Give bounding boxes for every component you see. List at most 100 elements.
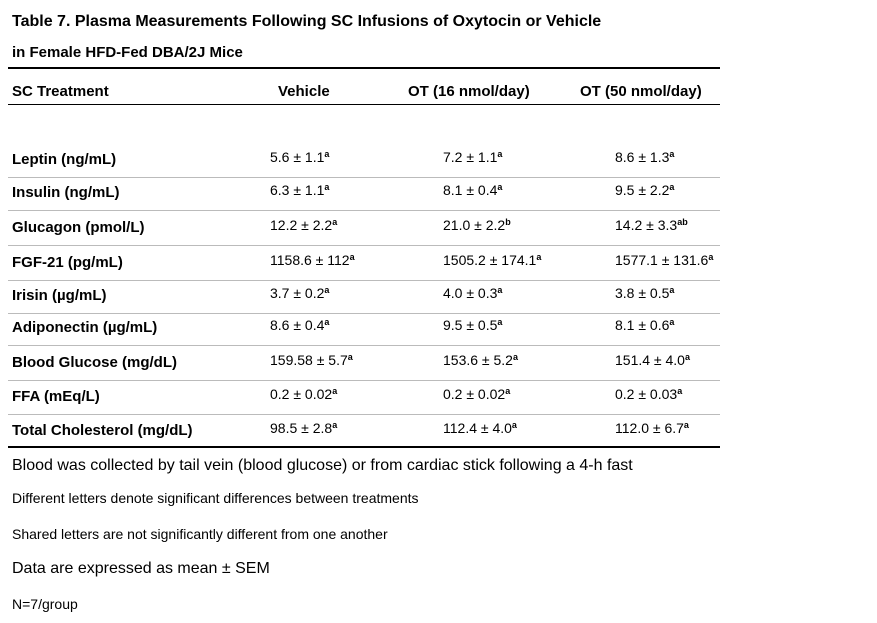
significance-letter: b bbox=[505, 217, 511, 227]
cell-value: 14.2 ± 3.3 bbox=[615, 217, 678, 233]
cell: 8.6 ± 1.3a bbox=[615, 149, 674, 165]
cell-value: 8.1 ± 0.4 bbox=[443, 182, 498, 198]
significance-letter: a bbox=[536, 252, 542, 262]
cell: 3.8 ± 0.5a bbox=[615, 285, 674, 301]
cell-value: 8.6 ± 1.3 bbox=[615, 149, 670, 165]
column-header: OT (16 nmol/day) bbox=[408, 83, 530, 100]
cell: 1577.1 ± 131.6a bbox=[615, 252, 713, 268]
significance-letter: a bbox=[497, 285, 503, 295]
footnote: N=7/group bbox=[12, 596, 78, 612]
cell: 1505.2 ± 174.1a bbox=[443, 252, 541, 268]
cell: 153.6 ± 5.2a bbox=[443, 352, 518, 368]
cell-value: 9.5 ± 2.2 bbox=[615, 182, 670, 198]
significance-letter: a bbox=[324, 317, 330, 327]
cell-value: 21.0 ± 2.2 bbox=[443, 217, 506, 233]
row-label: FFA (mEq/L) bbox=[12, 388, 100, 405]
table-title-line-1: Table 7. Plasma Measurements Following S… bbox=[12, 13, 602, 30]
cell-value: 1577.1 ± 131.6 bbox=[615, 252, 709, 268]
row-divider bbox=[8, 280, 720, 281]
row-label: Adiponectin (µg/mL) bbox=[12, 319, 158, 336]
cell: 3.7 ± 0.2a bbox=[270, 285, 329, 301]
cell: 5.6 ± 1.1a bbox=[270, 149, 329, 165]
cell: 8.1 ± 0.6a bbox=[615, 317, 674, 333]
cell-value: 153.6 ± 5.2 bbox=[443, 352, 513, 368]
cell: 151.4 ± 4.0a bbox=[615, 352, 690, 368]
column-header: OT (50 nmol/day) bbox=[580, 83, 702, 100]
significance-letter: a bbox=[332, 386, 338, 396]
cell: 4.0 ± 0.3a bbox=[443, 285, 502, 301]
cell: 159.58 ± 5.7a bbox=[270, 352, 353, 368]
significance-letter: a bbox=[497, 149, 503, 159]
cell-value: 112.0 ± 6.7 bbox=[615, 420, 684, 436]
cell-value: 0.2 ± 0.03 bbox=[615, 386, 678, 402]
significance-letter: a bbox=[669, 149, 675, 159]
cell-value: 1158.6 ± 112 bbox=[270, 252, 350, 268]
cell-value: 1505.2 ± 174.1 bbox=[443, 252, 537, 268]
cell: 8.6 ± 0.4a bbox=[270, 317, 329, 333]
significance-letter: a bbox=[324, 182, 330, 192]
significance-letter: a bbox=[505, 386, 511, 396]
significance-letter: a bbox=[669, 182, 675, 192]
significance-letter: ab bbox=[677, 217, 688, 227]
cell: 112.0 ± 6.7a bbox=[615, 420, 689, 436]
row-label: Leptin (ng/mL) bbox=[12, 151, 117, 168]
cell: 112.4 ± 4.0a bbox=[443, 420, 517, 436]
significance-letter: a bbox=[497, 182, 503, 192]
significance-letter: a bbox=[332, 420, 338, 430]
row-divider bbox=[8, 245, 720, 246]
row-divider bbox=[8, 313, 720, 314]
row-divider bbox=[8, 380, 720, 381]
significance-letter: a bbox=[324, 285, 330, 295]
cell-value: 159.58 ± 5.7 bbox=[270, 352, 348, 368]
row-label: Insulin (ng/mL) bbox=[12, 184, 120, 201]
significance-letter: a bbox=[349, 252, 355, 262]
row-divider bbox=[8, 345, 720, 346]
cell: 8.1 ± 0.4a bbox=[443, 182, 502, 198]
cell: 0.2 ± 0.02a bbox=[270, 386, 337, 402]
cell-value: 6.3 ± 1.1 bbox=[270, 182, 325, 198]
significance-letter: a bbox=[683, 420, 689, 430]
cell-value: 12.2 ± 2.2 bbox=[270, 217, 333, 233]
significance-letter: a bbox=[497, 317, 503, 327]
rule bbox=[8, 67, 720, 69]
row-label: FGF-21 (pg/mL) bbox=[12, 254, 123, 271]
rule bbox=[8, 446, 720, 448]
footnote: Data are expressed as mean ± SEM bbox=[12, 560, 270, 577]
footnote: Shared letters are not significantly dif… bbox=[12, 526, 388, 542]
significance-letter: a bbox=[677, 386, 683, 396]
cell-value: 5.6 ± 1.1 bbox=[270, 149, 325, 165]
significance-letter: a bbox=[324, 149, 330, 159]
significance-letter: a bbox=[332, 217, 338, 227]
cell-value: 8.1 ± 0.6 bbox=[615, 317, 670, 333]
significance-letter: a bbox=[708, 252, 714, 262]
cell: 0.2 ± 0.02a bbox=[443, 386, 510, 402]
significance-letter: a bbox=[684, 352, 690, 362]
cell: 12.2 ± 2.2a bbox=[270, 217, 337, 233]
row-label: Irisin (µg/mL) bbox=[12, 287, 107, 304]
row-label: Glucagon (pmol/L) bbox=[12, 219, 145, 236]
cell-value: 4.0 ± 0.3 bbox=[443, 285, 498, 301]
cell: 98.5 ± 2.8a bbox=[270, 420, 337, 436]
cell: 9.5 ± 0.5a bbox=[443, 317, 502, 333]
cell: 6.3 ± 1.1a bbox=[270, 182, 329, 198]
cell: 14.2 ± 3.3ab bbox=[615, 217, 688, 233]
row-divider bbox=[8, 414, 720, 415]
cell-value: 112.4 ± 4.0 bbox=[443, 420, 512, 436]
table-title-line-2: in Female HFD-Fed DBA/2J Mice bbox=[12, 44, 243, 61]
cell: 7.2 ± 1.1a bbox=[443, 149, 502, 165]
cell-value: 9.5 ± 0.5 bbox=[443, 317, 498, 333]
cell-value: 7.2 ± 1.1 bbox=[443, 149, 498, 165]
significance-letter: a bbox=[347, 352, 353, 362]
cell-value: 3.8 ± 0.5 bbox=[615, 285, 670, 301]
rule bbox=[8, 104, 720, 105]
cell-value: 0.2 ± 0.02 bbox=[443, 386, 506, 402]
cell-value: 8.6 ± 0.4 bbox=[270, 317, 325, 333]
footnote: Blood was collected by tail vein (blood … bbox=[12, 457, 633, 474]
row-divider bbox=[8, 210, 720, 211]
cell: 9.5 ± 2.2a bbox=[615, 182, 674, 198]
cell-value: 3.7 ± 0.2 bbox=[270, 285, 325, 301]
row-divider bbox=[8, 177, 720, 178]
row-label: Blood Glucose (mg/dL) bbox=[12, 354, 177, 371]
significance-letter: a bbox=[669, 285, 675, 295]
cell: 0.2 ± 0.03a bbox=[615, 386, 682, 402]
